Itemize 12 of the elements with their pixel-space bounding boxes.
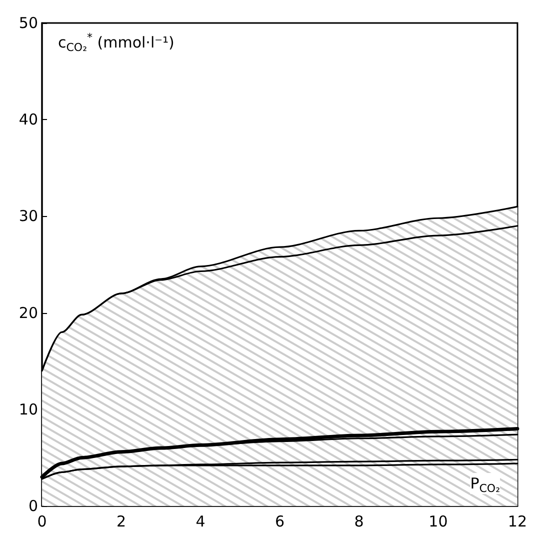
y-tick-label: 30 — [18, 207, 38, 226]
y-tick-label: 40 — [18, 110, 38, 129]
x-tick-label: 2 — [116, 512, 126, 530]
y-tick-label: 20 — [18, 304, 38, 322]
x-tick-label: 10 — [428, 512, 448, 530]
y-tick-label: 10 — [18, 400, 38, 418]
x-tick-label: 6 — [274, 512, 284, 530]
y-tick-label: 50 — [18, 14, 38, 32]
x-tick-label: 4 — [196, 512, 206, 530]
y-tick-label: 0 — [28, 497, 38, 515]
x-tick-label: 8 — [354, 512, 364, 530]
x-tick-label: 12 — [508, 512, 528, 530]
